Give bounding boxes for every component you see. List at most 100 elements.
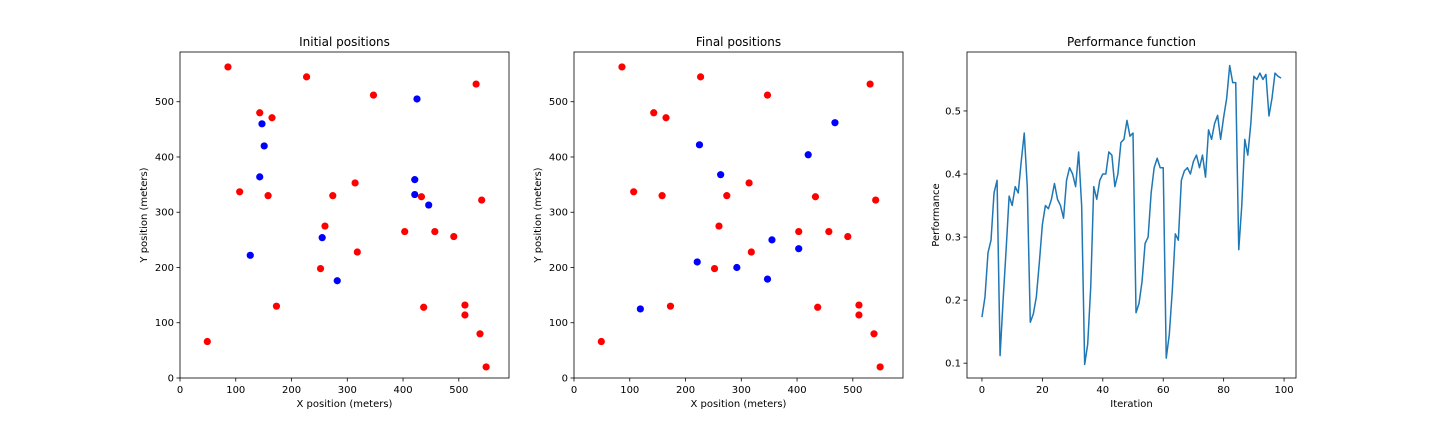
data-point-blue: [636, 305, 644, 313]
plot-frame: [966, 51, 1297, 379]
x-axis-label: X position (meters): [691, 399, 787, 410]
data-point-red: [224, 63, 232, 71]
chart-title: Initial positions: [299, 35, 390, 49]
y-tick-label: 200: [549, 263, 568, 274]
data-point-blue: [717, 171, 725, 179]
data-point-blue: [333, 277, 341, 285]
x-tick-label: 500: [449, 385, 468, 396]
data-point-blue: [763, 275, 772, 283]
data-point-red: [316, 264, 325, 273]
data-point-red: [662, 114, 670, 122]
x-tick-label: 100: [1275, 385, 1294, 396]
data-point-red: [472, 80, 480, 88]
ticks: 0 100 200 300 400 500 0 100 200 300 400 500: [155, 97, 468, 396]
y-tick-label: 0.1: [945, 359, 961, 370]
data-point-blue: [768, 236, 776, 244]
plot-frame: [179, 51, 510, 379]
y-tick-label: 0.4: [945, 170, 961, 181]
data-point-red: [795, 227, 803, 236]
data-point-blue: [246, 251, 254, 259]
data-point-red: [723, 192, 731, 200]
panel-final-positions: Final positions X position (meters) Y po…: [533, 35, 904, 410]
data-point-red: [264, 192, 272, 200]
data-point-red: [618, 63, 626, 71]
y-axis-label: Y position (meters): [533, 167, 544, 263]
y-tick-label: 0.3: [945, 233, 961, 244]
data-point-red: [710, 264, 719, 273]
y-tick-label: 500: [549, 97, 568, 108]
data-point-blue: [693, 258, 701, 266]
data-point-red: [870, 330, 878, 338]
ticks: 0 20 40 60 80 100 0.1 0.2 0.3 0.4 0.5: [945, 106, 1294, 396]
data-point-red: [855, 311, 863, 319]
data-point-red: [715, 222, 723, 230]
data-point-blue: [804, 151, 812, 159]
data-point-red: [461, 301, 469, 309]
x-tick-label: 400: [394, 385, 413, 396]
data-point-red: [650, 109, 658, 117]
data-point-red: [747, 248, 755, 256]
data-point-red: [876, 363, 884, 371]
data-point-red: [369, 91, 378, 99]
data-point-red: [417, 193, 426, 201]
y-tick-label: 300: [549, 208, 568, 219]
x-tick-label: 300: [732, 385, 751, 396]
data-point-red: [450, 232, 458, 241]
data-point-red: [855, 301, 863, 309]
x-tick-label: 0: [177, 385, 183, 396]
data-point-red: [256, 109, 264, 117]
data-point-red: [844, 232, 852, 241]
x-axis-label: X position (meters): [297, 399, 393, 410]
data-point-blue: [413, 95, 421, 103]
data-point-red: [329, 192, 337, 200]
x-tick-label: 500: [843, 385, 862, 396]
data-point-red: [825, 227, 833, 236]
x-tick-label: 200: [282, 385, 301, 396]
data-point-red: [696, 73, 705, 81]
x-tick-label: 0: [979, 385, 985, 396]
y-tick-label: 400: [155, 152, 174, 163]
data-point-blue: [733, 263, 741, 272]
y-tick-label: 200: [155, 263, 174, 274]
panel-initial-positions: Initial positions X position (meters) Y …: [139, 35, 510, 410]
data-point-red: [811, 193, 820, 201]
data-point-red: [745, 179, 753, 187]
data-point-red: [476, 330, 484, 338]
data-marks: [597, 63, 884, 371]
data-point-red: [401, 227, 409, 236]
x-tick-label: 100: [226, 385, 245, 396]
data-point-red: [431, 227, 439, 236]
x-tick-label: 40: [1096, 385, 1109, 396]
data-point-blue: [411, 190, 419, 199]
x-tick-label: 300: [338, 385, 357, 396]
data-point-blue: [695, 141, 704, 149]
data-point-red: [814, 303, 822, 311]
data-point-red: [268, 114, 276, 122]
data-point-red: [203, 337, 211, 346]
data-point-blue: [260, 142, 268, 150]
x-tick-label: 100: [620, 385, 639, 396]
data-point-blue: [425, 201, 433, 209]
data-point-blue: [258, 120, 266, 128]
x-tick-label: 20: [1036, 385, 1049, 396]
data-point-blue: [411, 176, 419, 184]
data-point-red: [482, 363, 490, 371]
panel-performance-function: Performance function Iteration Performan…: [931, 35, 1297, 410]
y-tick-label: 400: [549, 152, 568, 163]
data-point-red: [236, 188, 244, 196]
x-tick-label: 60: [1157, 385, 1170, 396]
data-point-red: [351, 179, 359, 187]
x-axis-label: Iteration: [1110, 399, 1152, 410]
chart-title: Final positions: [696, 35, 781, 49]
data-point-blue: [795, 245, 803, 253]
data-point-red: [658, 192, 666, 200]
ticks: 0 100 200 300 400 500 0 100 200 300 400 500: [549, 97, 862, 396]
y-tick-label: 100: [549, 318, 568, 329]
data-point-red: [321, 222, 329, 230]
data-point-red: [872, 196, 880, 204]
y-tick-label: 100: [155, 318, 174, 329]
data-marks: [203, 63, 490, 371]
y-axis-label: Performance: [931, 183, 942, 246]
y-tick-label: 0.5: [945, 106, 961, 117]
